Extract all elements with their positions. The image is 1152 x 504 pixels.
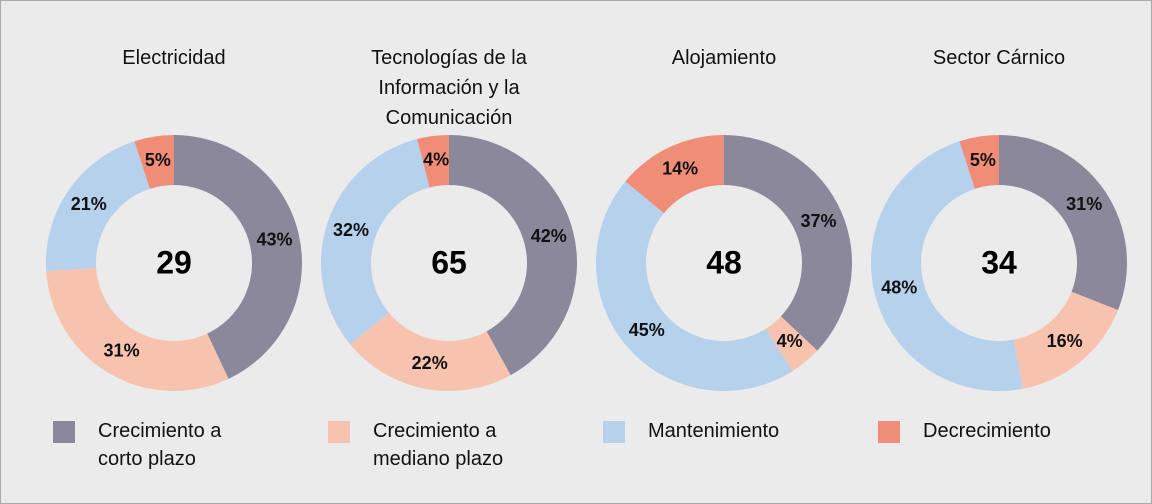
donut-segment — [765, 316, 818, 372]
center-value: 29 — [156, 244, 192, 280]
donut-segment — [724, 135, 852, 351]
donut-segment — [449, 135, 577, 376]
value-label: 4% — [777, 331, 803, 351]
legend-label: Mantenimiento — [648, 420, 780, 442]
donut-segment — [596, 181, 793, 391]
donut-segment — [350, 312, 511, 392]
legend-swatch — [53, 421, 75, 443]
center-value: 48 — [706, 244, 742, 280]
donut-segment — [871, 141, 1023, 391]
value-label: 5% — [145, 150, 171, 170]
donut-segment — [1013, 291, 1119, 389]
donut-segment — [417, 135, 449, 188]
value-label: 43% — [257, 229, 293, 249]
value-label: 37% — [801, 211, 837, 231]
value-label: 45% — [629, 320, 665, 340]
value-label: 16% — [1047, 331, 1083, 351]
donut-segment — [959, 135, 999, 189]
value-label: 32% — [333, 220, 369, 240]
value-label: 22% — [412, 353, 448, 373]
chart-title: Alojamiento — [671, 47, 777, 69]
chart-title: Sector Cárnico — [932, 47, 1066, 69]
value-label: 4% — [423, 150, 449, 170]
legend-swatch — [878, 421, 900, 443]
donut-segment — [45, 141, 150, 272]
center-value: 65 — [431, 244, 467, 280]
value-label: 31% — [1066, 194, 1102, 214]
value-label: 48% — [881, 277, 917, 297]
chart-title: Tecnologías de la Información y la Comun… — [371, 47, 527, 129]
legend-label: Crecimiento a corto plazo — [98, 420, 222, 470]
value-label: 5% — [970, 150, 996, 170]
donut-segment — [625, 135, 724, 214]
legend-label: Crecimiento a mediano plazo — [373, 420, 504, 470]
center-value: 34 — [981, 244, 1017, 280]
legend-swatch — [328, 421, 350, 443]
value-label: 21% — [71, 194, 107, 214]
value-label: 31% — [104, 340, 140, 360]
donut-segment — [999, 135, 1127, 311]
donut-segment — [320, 139, 430, 345]
donut-segment — [134, 135, 174, 189]
chart-title: Electricidad — [122, 47, 226, 69]
donut-segment — [174, 135, 302, 379]
value-label: 42% — [531, 226, 567, 246]
donut-segment — [46, 267, 229, 391]
value-label: 14% — [662, 159, 698, 179]
legend-swatch — [603, 421, 625, 443]
legend-label: Decrecimiento — [923, 420, 1051, 442]
